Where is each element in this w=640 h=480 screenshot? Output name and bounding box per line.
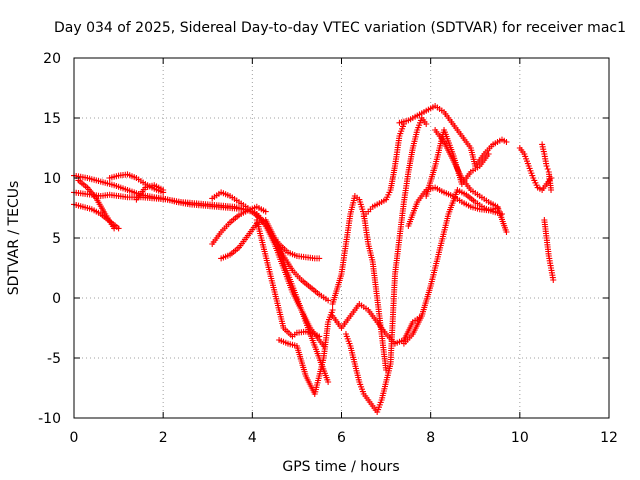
- chart-title: Day 034 of 2025, Sidereal Day-to-day VTE…: [54, 20, 626, 36]
- x-tick-label: 10: [511, 430, 529, 446]
- series-track-1: [71, 172, 323, 262]
- series-track-17: [400, 187, 505, 347]
- series-track-22: [539, 141, 555, 193]
- x-tick-label: 12: [600, 430, 618, 446]
- data-marker-track: [253, 217, 323, 340]
- series-track-11: [276, 307, 336, 397]
- data-marker-track: [396, 103, 510, 169]
- y-tick-labels: -10 -5 0 5 10 15 20: [38, 51, 61, 427]
- y-tick-label: 10: [43, 171, 61, 187]
- grid-lines: [74, 58, 609, 418]
- data-marker-track: [541, 217, 557, 283]
- y-tick-label: 15: [43, 111, 61, 127]
- series-track-8: [209, 203, 269, 247]
- data-marker-track: [276, 307, 336, 397]
- y-tick-label: -10: [38, 411, 61, 427]
- data-marker-track: [360, 121, 407, 220]
- series-track-10: [253, 217, 323, 340]
- y-tick-label: 20: [43, 51, 61, 67]
- x-tick-label: 0: [70, 430, 79, 446]
- series-track-14: [342, 115, 430, 415]
- x-tick-label: 4: [248, 430, 257, 446]
- series-track-15: [360, 121, 407, 220]
- series-track-6: [133, 182, 167, 203]
- data-marker-track: [71, 172, 323, 262]
- series-track-16: [396, 103, 510, 169]
- data-marker-track: [75, 177, 118, 232]
- y-tick-label: 5: [52, 231, 61, 247]
- series-track-23: [541, 217, 557, 283]
- x-tick-label: 2: [159, 430, 168, 446]
- series-track-4: [75, 177, 118, 232]
- data-marker-track: [432, 127, 510, 235]
- x-tick-label: 8: [426, 430, 435, 446]
- series-track-21: [516, 145, 555, 193]
- axis-ticks: [73, 57, 610, 419]
- data-marker-track: [516, 145, 555, 193]
- data-marker-track: [209, 203, 269, 247]
- y-axis-label: SDTVAR / TECUs: [6, 181, 22, 296]
- data-points: [71, 103, 557, 415]
- y-tick-label: -5: [47, 351, 61, 367]
- series-track-13: [329, 193, 390, 373]
- x-axis-label: GPS time / hours: [282, 459, 399, 475]
- data-marker-track: [539, 141, 555, 193]
- x-tick-label: 6: [337, 430, 346, 446]
- data-marker-track: [400, 187, 505, 347]
- data-marker-track: [329, 193, 390, 373]
- series-track-20: [432, 127, 510, 235]
- x-tick-labels: 0 2 4 6 8 10 12: [70, 430, 618, 446]
- y-tick-label: 0: [52, 291, 61, 307]
- data-marker-track: [133, 182, 167, 203]
- data-marker-track: [342, 115, 430, 415]
